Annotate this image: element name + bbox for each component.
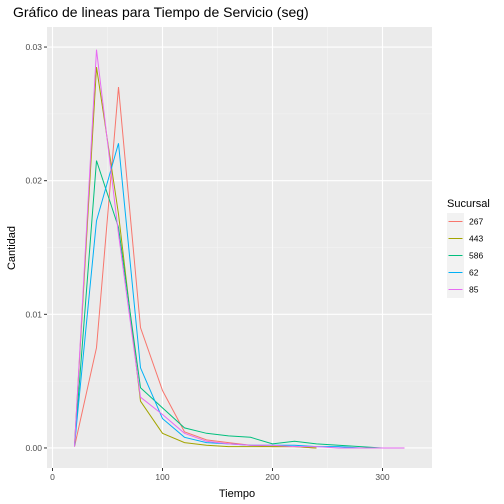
series-line-443 — [74, 67, 317, 449]
y-axis: 0.00 0.01 0.02 0.03 — [25, 42, 47, 453]
legend-title: Sucursal — [447, 198, 490, 210]
legend-label: 267 — [469, 217, 483, 227]
y-tick-label: 0.01 — [25, 309, 42, 319]
legend: Sucursal 267 443 586 62 85 — [447, 198, 490, 298]
legend-label: 85 — [469, 285, 479, 295]
y-axis-title: Cantidad — [6, 226, 18, 270]
x-tick-label: 0 — [50, 472, 55, 482]
series-line-586 — [74, 160, 383, 449]
chart-title: Gráfico de lineas para Tiempo de Servici… — [13, 4, 309, 20]
legend-label: 586 — [469, 251, 483, 261]
y-tick-label: 0.03 — [25, 42, 42, 52]
legend-label: 62 — [469, 268, 479, 278]
grid-minor — [47, 27, 432, 468]
y-tick-label: 0.00 — [25, 443, 42, 453]
y-tick-label: 0.02 — [25, 176, 42, 186]
x-axis-title: Tiempo — [219, 488, 255, 500]
x-axis: 0 100 200 300 — [50, 468, 390, 482]
series-lines — [74, 49, 405, 449]
x-tick-label: 200 — [265, 472, 279, 482]
x-tick-label: 100 — [155, 472, 169, 482]
series-line-85 — [74, 49, 405, 449]
x-tick-label: 300 — [375, 472, 389, 482]
legend-label: 443 — [469, 234, 483, 244]
